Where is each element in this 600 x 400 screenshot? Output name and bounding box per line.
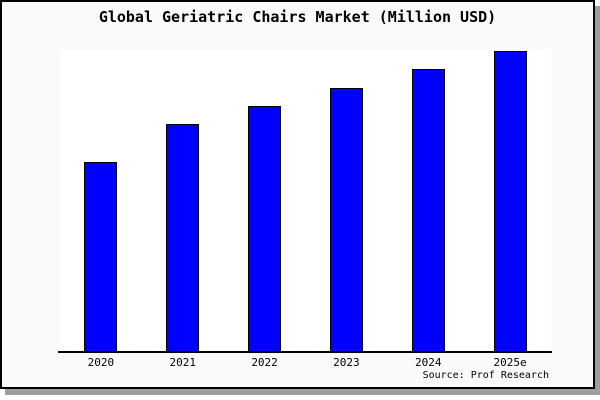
chart-title: Global Geriatric Chairs Market (Million …	[98, 8, 497, 26]
plot-area	[60, 49, 551, 351]
x-tick-label-2023: 2023	[333, 356, 360, 369]
bar-2021	[166, 124, 200, 351]
source-caption: Source: Prof Research	[422, 370, 549, 381]
x-axis-line	[58, 351, 552, 353]
x-tick-label-2024: 2024	[414, 356, 442, 369]
x-tick-label-2020: 2020	[87, 356, 115, 369]
bar-2023	[329, 88, 363, 351]
chart-frame: Global Geriatric Chairs Market (Million …	[0, 0, 595, 389]
bar-2020	[84, 162, 118, 351]
bar-2022	[248, 106, 282, 351]
x-tick-label-2022: 2022	[251, 356, 278, 369]
x-tick-label-2025e: 2025e	[493, 356, 527, 369]
bar-2024	[411, 69, 445, 351]
x-tick-label-2021: 2021	[169, 356, 196, 369]
bar-2025e	[493, 51, 527, 351]
